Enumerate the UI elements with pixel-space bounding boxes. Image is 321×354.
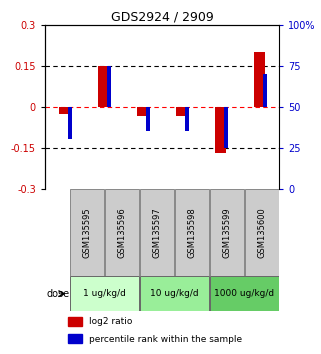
Bar bbox=[137, 107, 148, 116]
FancyBboxPatch shape bbox=[245, 189, 279, 276]
Bar bbox=[215, 107, 226, 153]
Text: GSM135600: GSM135600 bbox=[257, 207, 266, 258]
FancyBboxPatch shape bbox=[210, 276, 279, 312]
Text: GSM135596: GSM135596 bbox=[117, 207, 126, 258]
Text: 10 ug/kg/d: 10 ug/kg/d bbox=[150, 289, 199, 298]
Text: log2 ratio: log2 ratio bbox=[90, 317, 133, 326]
FancyBboxPatch shape bbox=[210, 189, 244, 276]
FancyBboxPatch shape bbox=[175, 189, 209, 276]
Bar bbox=[185, 107, 189, 131]
Bar bbox=[176, 107, 187, 116]
FancyBboxPatch shape bbox=[140, 189, 174, 276]
Bar bbox=[68, 317, 82, 326]
Bar bbox=[254, 52, 265, 107]
FancyBboxPatch shape bbox=[70, 189, 104, 276]
FancyBboxPatch shape bbox=[105, 189, 139, 276]
Bar bbox=[263, 74, 267, 107]
FancyBboxPatch shape bbox=[70, 276, 139, 312]
Bar bbox=[98, 66, 109, 107]
Bar bbox=[224, 107, 228, 148]
Bar bbox=[68, 107, 72, 139]
Text: GSM135599: GSM135599 bbox=[222, 207, 231, 258]
Title: GDS2924 / 2909: GDS2924 / 2909 bbox=[111, 11, 213, 24]
Text: percentile rank within the sample: percentile rank within the sample bbox=[90, 335, 243, 344]
Bar bbox=[59, 107, 70, 114]
Bar bbox=[68, 335, 82, 343]
Text: dose: dose bbox=[47, 289, 70, 299]
Text: 1000 ug/kg/d: 1000 ug/kg/d bbox=[214, 289, 274, 298]
Bar bbox=[146, 107, 150, 131]
Text: 1 ug/kg/d: 1 ug/kg/d bbox=[83, 289, 126, 298]
Text: GSM135597: GSM135597 bbox=[152, 207, 161, 258]
Text: GSM135598: GSM135598 bbox=[187, 207, 196, 258]
Bar bbox=[107, 66, 111, 107]
FancyBboxPatch shape bbox=[140, 276, 209, 312]
Text: GSM135595: GSM135595 bbox=[82, 207, 91, 258]
